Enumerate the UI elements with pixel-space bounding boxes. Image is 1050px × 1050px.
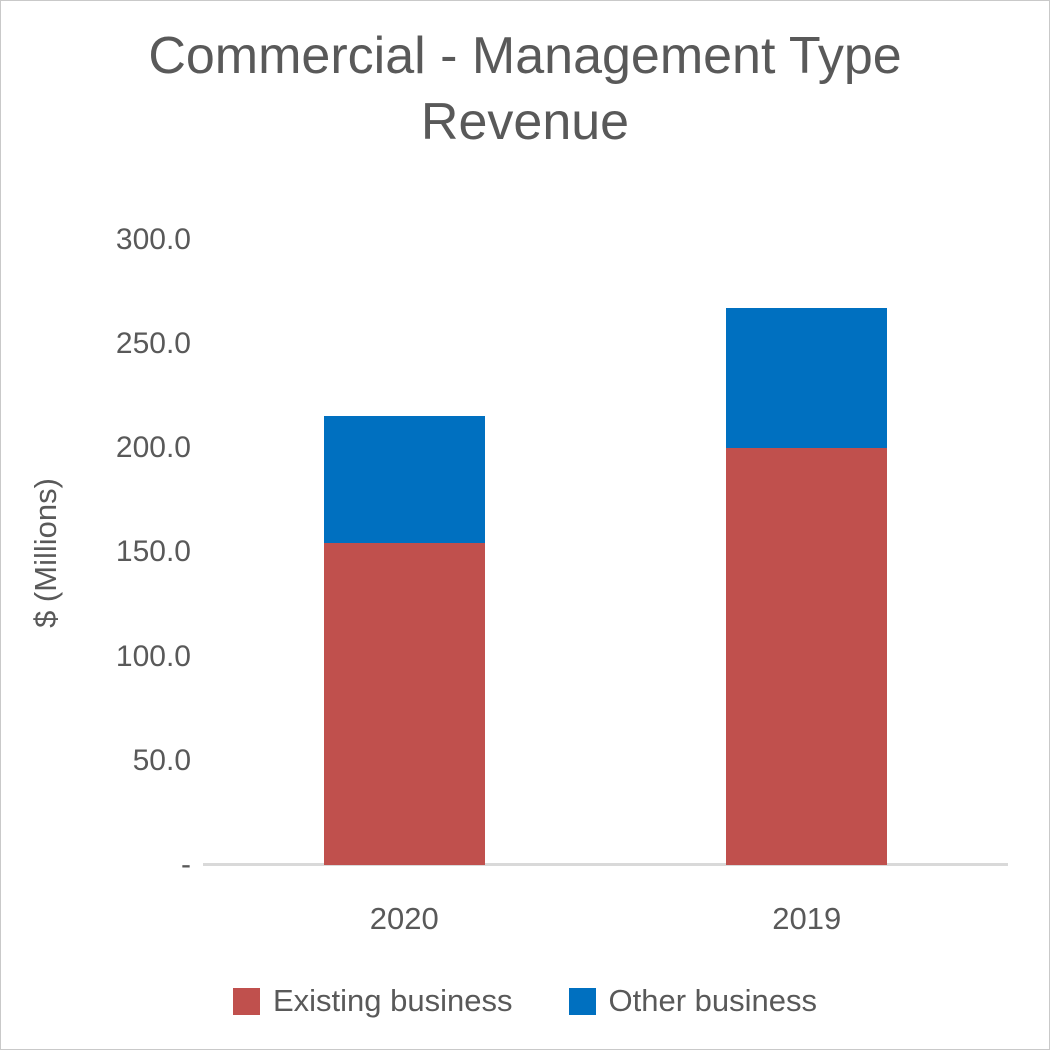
y-tick-label--: - xyxy=(181,848,191,881)
bar-segment-2020-existing-business xyxy=(323,543,485,865)
legend-swatch-icon xyxy=(568,987,596,1015)
y-tick-label-250-0: 250.0 xyxy=(115,326,191,360)
y-tick-label-150-0: 150.0 xyxy=(115,535,191,569)
legend: Existing business Other business xyxy=(1,979,1049,1023)
legend-label: Other business xyxy=(608,983,818,1018)
x-axis-line xyxy=(203,863,1008,866)
bar-segment-2019-other-business xyxy=(726,307,888,448)
legend-item-existing-business: Existing business xyxy=(232,983,513,1019)
legend-item-other-business: Other business xyxy=(568,983,818,1019)
bar-segment-2020-other-business xyxy=(323,416,485,544)
y-tick-label-300-0: 300.0 xyxy=(115,222,191,256)
x-category-label-2019: 2019 xyxy=(772,901,842,936)
y-tick-label-50-0: 50.0 xyxy=(132,743,191,777)
legend-swatch-icon xyxy=(232,987,260,1015)
legend-label: Existing business xyxy=(272,983,513,1018)
y-tick-label-100-0: 100.0 xyxy=(115,639,191,673)
y-tick-label-200-0: 200.0 xyxy=(115,431,191,464)
x-category-label-2020: 2020 xyxy=(369,901,439,936)
bar-segment-2019-existing-business xyxy=(726,448,888,865)
chart-title: Commercial - Management Type Revenue xyxy=(148,27,902,151)
